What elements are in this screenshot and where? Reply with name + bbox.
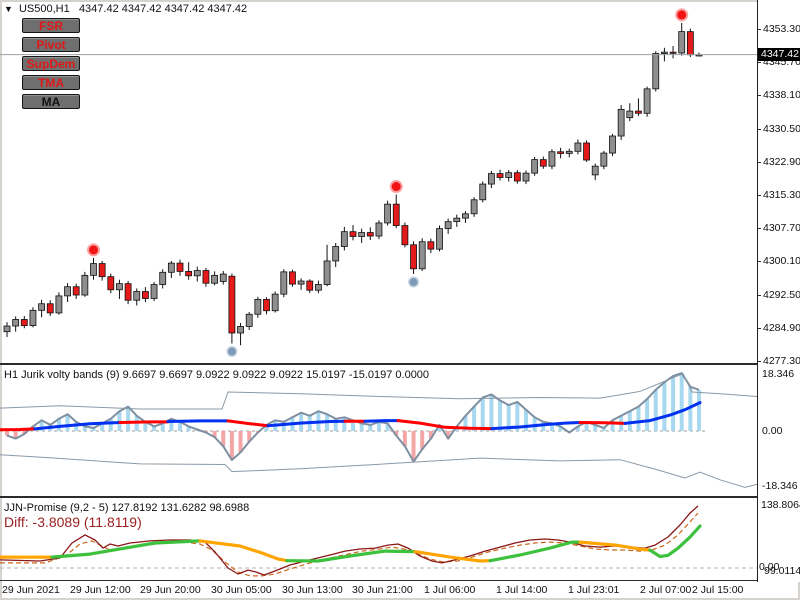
time-axis-label: 2 Jul 07:00 bbox=[640, 584, 692, 596]
time-axis-label: 1 Jul 14:00 bbox=[496, 584, 548, 596]
volty-indicator-canvas[interactable] bbox=[0, 366, 757, 496]
chart-header: ▼ US500,H1 4347.42 4347.42 4347.42 4347.… bbox=[4, 3, 247, 15]
price-axis-label: 4338.10 bbox=[758, 89, 800, 102]
time-axis-label: 30 Jun 13:00 bbox=[282, 584, 343, 596]
volty-indicator-title: H1 Jurik volty bands (9) 9.6697 9.6697 9… bbox=[4, 369, 430, 381]
price-axis-label: 4353.30 bbox=[758, 23, 800, 35]
time-axis-label: 1 Jul 06:00 bbox=[424, 584, 476, 596]
price-chart-canvas[interactable] bbox=[0, 0, 757, 363]
quote-values: 4347.42 4347.42 4347.42 4347.42 bbox=[78, 3, 248, 15]
price-axis-label: 4300.10 bbox=[758, 255, 800, 268]
price-axis-label: 4322.90 bbox=[758, 155, 800, 168]
pivot-button[interactable]: Pivot bbox=[22, 37, 80, 52]
symbol-period-label: US500,H1 bbox=[18, 3, 70, 15]
indicator-button-column: FSR Pivot SupDem TMA MA bbox=[22, 18, 80, 113]
volty-tick-bottom: -18.346 bbox=[762, 480, 798, 492]
price-axis-label: 4277.30 bbox=[758, 354, 800, 367]
dropdown-arrow-icon[interactable]: ▼ bbox=[4, 4, 13, 14]
volty-histogram bbox=[5, 373, 701, 462]
volty-tick-zero: 0.00 bbox=[762, 425, 783, 437]
promise-tick-zero: 0.00 bbox=[759, 561, 780, 573]
fsr-button[interactable]: FSR bbox=[22, 18, 80, 33]
promise-diff-value: Diff: -3.8089 (11.8119) bbox=[4, 514, 142, 530]
price-axis-label: 4307.70 bbox=[758, 222, 800, 235]
promise-indicator-title: JJN-Promise (9,2 - 5) 127.8192 131.6282 … bbox=[4, 502, 250, 514]
price-axis-label: 4315.30 bbox=[758, 188, 800, 201]
promise-tick-min: 99.0114 bbox=[764, 565, 800, 577]
promise-tick-top: 138.8064 bbox=[761, 499, 800, 511]
promise-indicator-canvas[interactable] bbox=[0, 500, 757, 580]
tma-button[interactable]: TMA bbox=[22, 75, 80, 90]
price-axis-label: 4292.50 bbox=[758, 288, 800, 301]
ma-button[interactable]: MA bbox=[22, 94, 80, 109]
window-separator[interactable] bbox=[0, 496, 757, 498]
time-axis-label: 2 Jul 15:00 bbox=[692, 584, 744, 596]
price-axis-label: 4284.90 bbox=[758, 321, 800, 334]
window-separator[interactable] bbox=[0, 363, 757, 365]
time-axis-label: 1 Jul 23:01 bbox=[568, 584, 620, 596]
price-axis-label: 4330.50 bbox=[758, 122, 800, 135]
supdem-button[interactable]: SupDem bbox=[22, 56, 80, 71]
time-axis-label: 29 Jun 20:00 bbox=[140, 584, 201, 596]
candles-group bbox=[3, 22, 703, 346]
time-axis-label: 29 Jun 12:00 bbox=[70, 584, 131, 596]
time-axis[interactable]: 29 Jun 2021 29 Jun 12:00 29 Jun 20:00 30 Ju… bbox=[0, 583, 800, 599]
time-axis-label: 30 Jun 21:00 bbox=[352, 584, 413, 596]
time-axis-border bbox=[0, 580, 757, 581]
price-axis[interactable]: 4353.30 4345.70 4338.10 4330.50 4322.90 4315.… bbox=[757, 0, 800, 582]
time-axis-label: 29 Jun 2021 bbox=[2, 584, 60, 596]
volty-tick-top: 18.346 bbox=[762, 368, 795, 380]
time-axis-label: 30 Jun 05:00 bbox=[211, 584, 272, 596]
current-price-badge: 4347.42 bbox=[758, 47, 800, 61]
